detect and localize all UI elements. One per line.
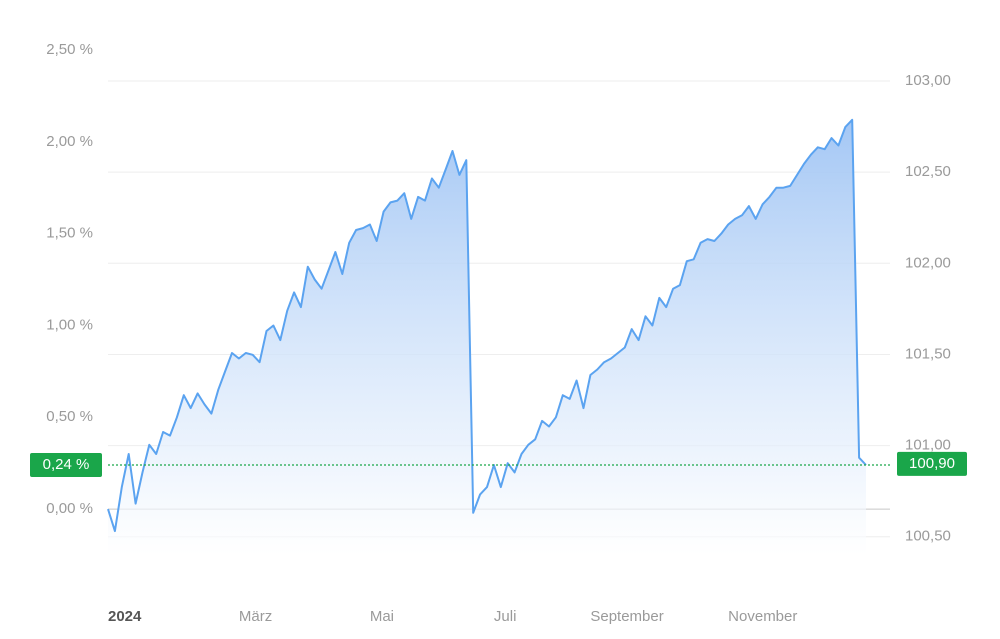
- x-tick-label: September: [590, 608, 663, 625]
- y-tick-label: 0,50 %: [46, 408, 93, 425]
- y-tick-label: 1,00 %: [46, 316, 93, 333]
- current-label: 0,24 %: [43, 456, 90, 473]
- y2-tick-label: 102,50: [905, 163, 951, 180]
- x-tick-label: Juli: [494, 608, 517, 625]
- y2-tick-label: 103,00: [905, 72, 951, 89]
- y-tick-label: 1,50 %: [46, 225, 93, 242]
- y2-tick-label: 100,50: [905, 528, 951, 545]
- x-tick-label: November: [728, 608, 797, 625]
- area-fill: [108, 119, 866, 556]
- y2-tick-label: 101,00: [905, 437, 951, 454]
- y2-tick-label: 101,50: [905, 345, 951, 362]
- current2-badge: [897, 451, 967, 476]
- x-tick-label: Mai: [370, 608, 394, 625]
- y-tick-label: 2,00 %: [46, 133, 93, 150]
- y-tick-label: 2,50 %: [46, 41, 93, 58]
- x-tick-label: 2024: [108, 608, 142, 625]
- x-tick-label: März: [239, 608, 272, 625]
- line: [107, 118, 867, 533]
- y-tick-label: 0,00 %: [46, 500, 93, 517]
- current-badge: [30, 453, 102, 478]
- current2-label: 100,90: [909, 455, 955, 472]
- y2-tick-label: 102,00: [905, 254, 951, 271]
